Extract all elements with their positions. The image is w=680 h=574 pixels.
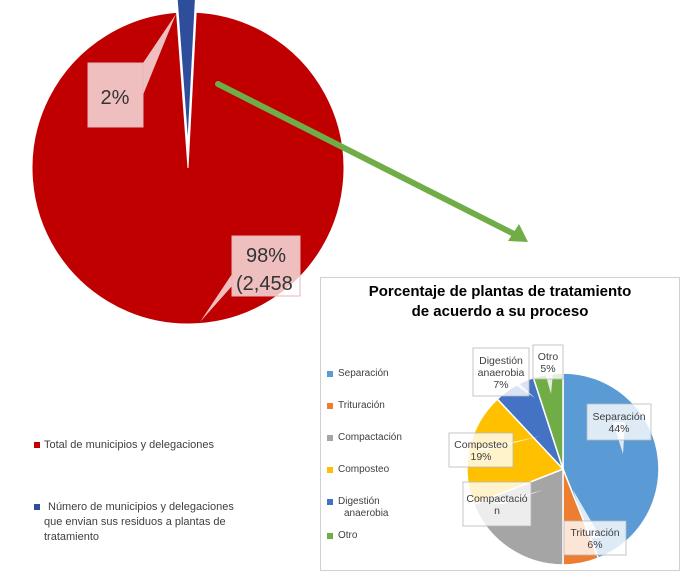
pie-label-separacion: 44% — [608, 423, 629, 435]
callout-box — [532, 344, 564, 380]
pie-label-otro: 5% — [540, 363, 555, 375]
legend-swatch-otro — [327, 533, 333, 539]
pie-label-trituracion: Trituración — [570, 527, 619, 539]
pie-label-digestion-anaerobia: anaerobia — [478, 367, 525, 379]
legend-swatch-composteo — [327, 467, 333, 473]
legend-swatch-total — [34, 442, 40, 448]
legend-label-otro: Otro — [338, 530, 358, 541]
legend-swatch-trituracion — [327, 403, 333, 409]
callout-box — [586, 403, 652, 441]
legend-entry-composteo: Composteo — [327, 464, 390, 476]
legend-label-composteo: Composteo — [338, 464, 390, 475]
legend-entry-otro: Otro — [327, 530, 358, 542]
pie-label-compactacion: n — [494, 505, 500, 517]
callout-box — [472, 347, 530, 397]
legend-label-trituracion: Trituración — [338, 400, 385, 411]
main-legend: Total de municipios y delegaciones Númer… — [18, 404, 250, 552]
legend-label-envian-1: Número de municipios y delegaciones — [48, 501, 234, 513]
callout-box — [563, 520, 627, 556]
legend-label-digestion-anaerobia: anaerobia — [344, 508, 389, 519]
pie-label-envian: 2% — [101, 87, 130, 109]
legend-entry-digestion-anaerobia: Digestión anaerobia — [327, 496, 389, 520]
callout-2pct-border — [87, 62, 144, 128]
pie-label-digestion-anaerobia: 7% — [493, 379, 508, 391]
process-chart-panel: Porcentaje de plantas de tratamiento de … — [320, 277, 680, 571]
callout-compactacion: Compactación — [462, 481, 543, 527]
callout-2pct-bg — [88, 14, 176, 127]
legend-entry-envian: Número de municipios y delegaciones que … — [34, 500, 234, 545]
legend-label-digestion-anaerobia: Digestión — [338, 496, 380, 507]
pie-label-digestion-anaerobia: Digestión — [479, 355, 523, 367]
legend-label-total: Total de municipios y delegaciones — [44, 439, 214, 451]
pie-label-otro: Otro — [538, 351, 559, 363]
process-chart-title-line-1: Porcentaje de plantas de tratamiento — [368, 283, 632, 300]
process-chart-title-line-2: de acuerdo a su proceso — [411, 303, 589, 320]
arrow-head — [508, 224, 528, 242]
callout-box — [448, 432, 514, 468]
pie-label-total-count: (2,458 — [236, 273, 293, 295]
legend-label-envian-2: que envian sus residuos a plantas de — [44, 516, 226, 528]
pie-label-composteo: 19% — [470, 451, 491, 463]
legend-swatch-envian — [34, 504, 40, 510]
legend-entry-separacion: Separación — [327, 368, 389, 380]
pie-label-total: 98% — [246, 245, 286, 267]
pie-label-composteo: Composteo — [454, 439, 508, 451]
legend-label-separacion: Separación — [338, 368, 389, 379]
callout-98pct-bg — [200, 236, 300, 322]
legend-entry-compactacion: Compactación — [327, 432, 402, 444]
legend-entry-total: Total de municipios y delegaciones — [34, 438, 214, 453]
process-pie-chart: Separación44%Trituración6%CompactaciónCo… — [448, 344, 660, 566]
legend-swatch-digestion-anaerobia — [327, 499, 333, 505]
process-chart-title: Porcentaje de plantas de tratamiento de … — [321, 282, 679, 322]
legend-entry-trituracion: Trituración — [327, 400, 385, 412]
main-pie-chart: 2% 98% (2,458 — [31, 0, 345, 325]
pie-slice-envian — [176, 0, 196, 145]
callout-98pct-border — [231, 235, 301, 297]
pie-label-trituracion: 6% — [587, 539, 602, 551]
pie-label-separacion: Separación — [592, 411, 645, 423]
legend-swatch-separacion — [327, 371, 333, 377]
pie-label-compactacion: Compactació — [466, 493, 527, 505]
legend-label-compactacion: Compactación — [338, 432, 402, 443]
zoom-arrow — [215, 81, 528, 242]
legend-label-envian-3: tratamiento — [44, 531, 100, 543]
legend-swatch-compactacion — [327, 435, 333, 441]
callout-box — [462, 481, 532, 527]
